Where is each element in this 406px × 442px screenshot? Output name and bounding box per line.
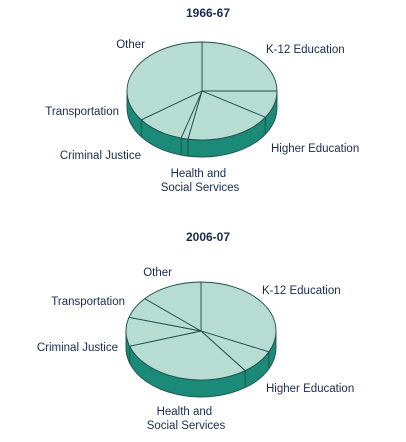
label-other-2006-07: Other (143, 267, 172, 279)
label-health-social-services-1966-67: Health and Social Services (161, 168, 240, 194)
label-criminal-justice-2006-07: Criminal Justice (37, 342, 118, 354)
label-higher-education-1966-67: Higher Education (271, 143, 359, 155)
pie-tops-1966-67 (126, 41, 278, 141)
pie-tops-2006-07 (125, 281, 277, 381)
label-higher-education-2006-07: Higher Education (266, 383, 354, 395)
label-criminal-justice-1966-67: Criminal Justice (60, 150, 141, 162)
pie-slice-health-and-social-services (187, 90, 266, 141)
pie-slice-other (126, 41, 203, 121)
chart-title-2: 2006-07 (186, 230, 230, 244)
pie-slice-k-12-education (201, 41, 278, 92)
label-health-social-services-2006-07: Health and Social Services (147, 406, 226, 432)
label-k12-education-2006-07: K-12 Education (262, 285, 341, 297)
pie-chart-1966-67: 1966-67 K-12 Education Higher Education … (45, 6, 359, 194)
label-other-1966-67: Other (116, 39, 145, 51)
label-health-line-1-1966-67: Health and (171, 168, 227, 180)
chart-title-1: 1966-67 (186, 6, 230, 20)
label-health-line-2-1966-67: Social Services (161, 182, 240, 194)
label-health-line-2-2006-07: Social Services (147, 420, 226, 432)
label-transportation-2006-07: Transportation (51, 296, 125, 308)
label-k12-education-1966-67: K-12 Education (266, 44, 345, 56)
pie-slice-other (144, 281, 202, 332)
pie-side-criminal-justice (180, 137, 189, 157)
pie-slice-k-12-education (200, 281, 277, 353)
label-transportation-1966-67: Transportation (45, 106, 119, 118)
label-health-line-1-2006-07: Health and (157, 406, 213, 418)
pie-slice-health-and-social-services (129, 330, 246, 381)
pie-chart-2006-07: 2006-07 K-12 Education Higher Education … (37, 230, 354, 432)
